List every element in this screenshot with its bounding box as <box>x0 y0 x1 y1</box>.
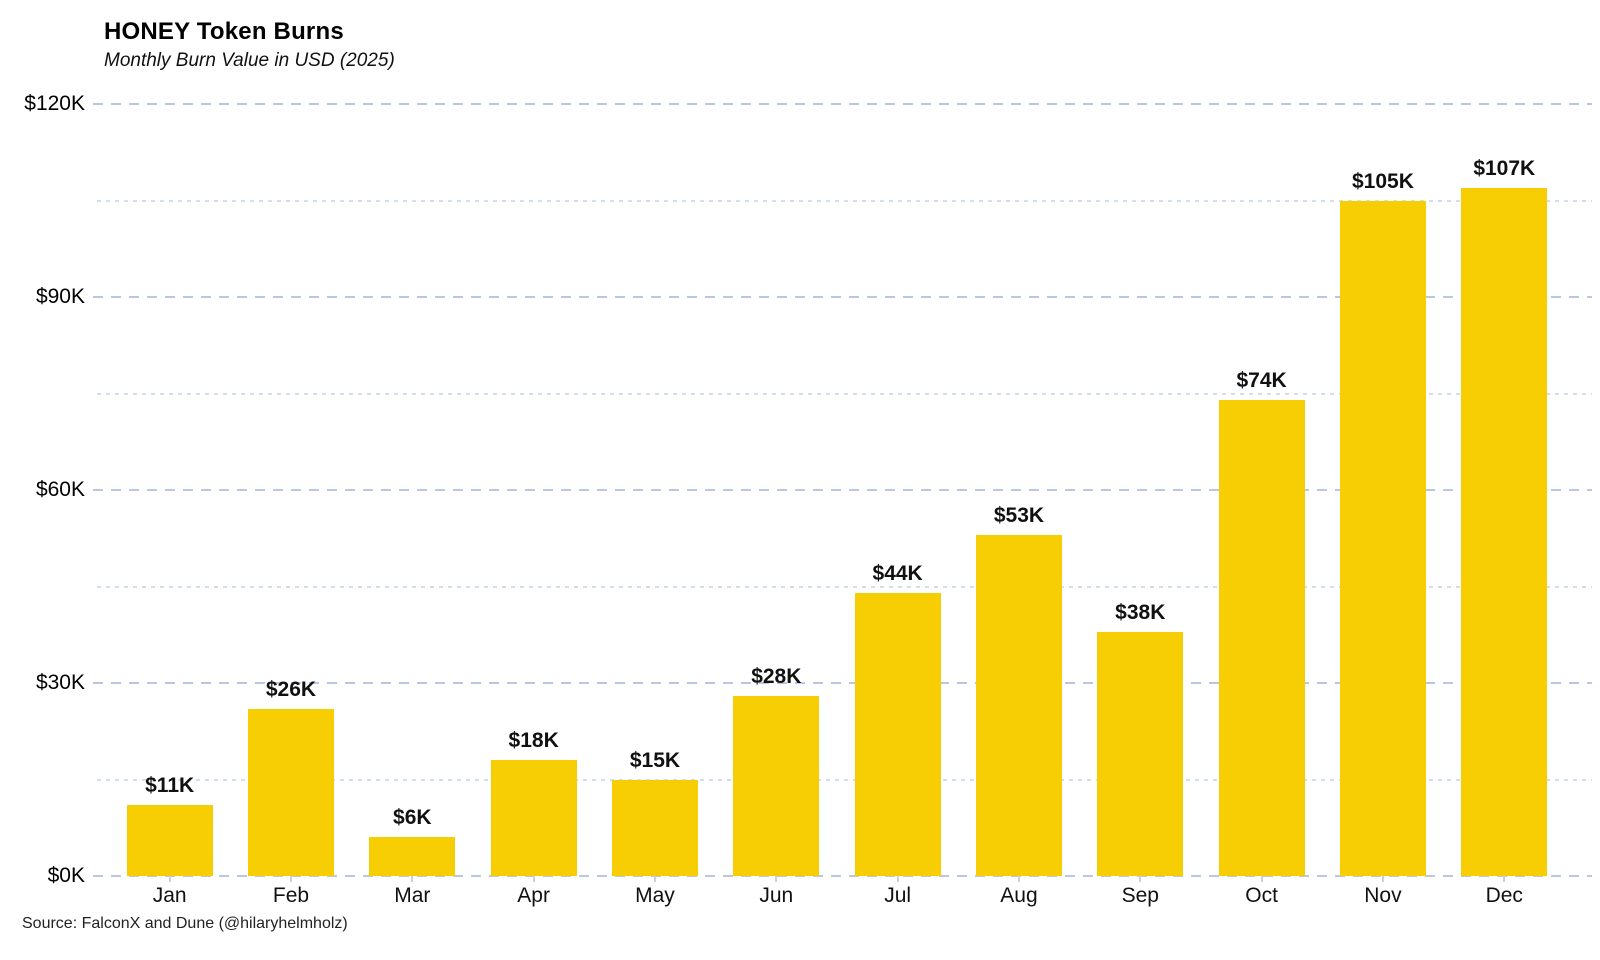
major-gridline <box>93 489 1592 491</box>
major-gridline <box>93 103 1592 105</box>
x-axis-tick <box>1139 876 1142 882</box>
bar-value-label: $28K <box>751 664 802 688</box>
bar <box>126 805 213 876</box>
bar-value-label: $107K <box>1473 156 1536 180</box>
bar-value-label: $44K <box>872 561 923 585</box>
x-axis-tick <box>653 876 656 882</box>
x-axis-label: Apr <box>517 884 550 907</box>
x-axis-tick <box>1017 876 1020 882</box>
bar-slot: $18K Apr <box>473 104 594 907</box>
bars-layer: $11K Jan $26K Feb $6K Mar $18K Apr $15K May $28K Ju… <box>109 104 1565 907</box>
bar <box>1218 399 1305 876</box>
bar <box>1339 200 1426 876</box>
bar <box>611 779 698 876</box>
bar-value-label: $26K <box>265 677 317 701</box>
bar <box>733 695 820 876</box>
bar-slot: $28K Jun <box>716 104 837 907</box>
y-axis-label: $90K <box>35 285 85 308</box>
x-axis-label: Aug <box>1000 884 1038 907</box>
x-axis-tick <box>289 876 292 882</box>
x-axis-tick <box>896 876 899 882</box>
minor-gridline <box>97 392 1592 395</box>
x-axis-label: Nov <box>1364 884 1402 907</box>
x-axis-label: Sep <box>1121 884 1159 907</box>
minor-gridline <box>97 778 1592 781</box>
x-axis-label: Jul <box>884 884 912 907</box>
x-axis-tick <box>1381 876 1384 882</box>
y-axis-label: $120K <box>24 92 85 115</box>
bar-value-label: $38K <box>1115 600 1166 624</box>
bar-slot: $38K Sep <box>1080 104 1201 907</box>
plot-area: $0K $30K $60K $90K $120K $11K Jan $26K Feb $6K Ma… <box>24 92 1592 907</box>
minor-gridline <box>97 199 1592 202</box>
x-axis-label: Feb <box>272 884 310 907</box>
bar <box>1461 187 1548 876</box>
bar-value-label: $74K <box>1236 368 1287 392</box>
x-axis-label: Dec <box>1485 884 1523 907</box>
bar-value-label: $6K <box>393 806 432 830</box>
bar-slot: $74K Oct <box>1201 104 1322 907</box>
bar-slot: $6K Mar <box>352 104 473 907</box>
bar-slot: $11K Jan <box>109 104 230 907</box>
y-axis-label: $60K <box>35 478 85 501</box>
x-axis-tick <box>1503 876 1506 882</box>
chart-header: HONEY Token Burns Monthly Burn Value in … <box>104 17 395 73</box>
bar <box>247 708 334 876</box>
x-axis-tick <box>1260 876 1263 882</box>
major-gridline <box>93 296 1592 298</box>
major-gridline <box>93 682 1592 684</box>
bar <box>975 535 1062 876</box>
chart-title: HONEY Token Burns <box>104 18 344 45</box>
bar-slot: $105K Nov <box>1322 104 1443 907</box>
chart-subtitle: Monthly Burn Value in USD (2025) <box>104 50 395 71</box>
bar <box>369 837 456 876</box>
minor-gridline <box>97 585 1592 588</box>
source-note: Source: FalconX and Dune (@hilaryhelmhol… <box>22 915 348 932</box>
bar-slot: $15K May <box>594 104 715 907</box>
y-axis-label: $0K <box>47 864 85 887</box>
x-axis-tick <box>775 876 778 882</box>
x-axis-label: May <box>635 884 675 907</box>
bar-value-label: $15K <box>629 748 681 772</box>
bar <box>1097 631 1184 876</box>
x-axis-label: Oct <box>1245 884 1278 907</box>
bar <box>854 592 941 876</box>
y-axis-label: $30K <box>35 671 85 694</box>
major-gridline <box>93 875 1592 877</box>
x-axis-label: Jun <box>759 884 794 907</box>
bar-value-label: $53K <box>993 504 1045 528</box>
bar-slot: $44K Jul <box>837 104 958 907</box>
bar-slot: $53K Aug <box>958 104 1079 907</box>
x-axis-label: Jan <box>152 884 187 907</box>
x-axis-label: Mar <box>394 884 431 907</box>
bar-value-label: $105K <box>1351 169 1414 193</box>
x-axis-tick <box>168 876 171 882</box>
x-axis-tick <box>411 876 414 882</box>
bar-slot: $107K Dec <box>1444 104 1565 907</box>
bar-slot: $26K Feb <box>230 104 351 907</box>
bar-value-label: $11K <box>145 774 195 798</box>
x-axis-tick <box>532 876 535 882</box>
bar-value-label: $18K <box>508 729 559 753</box>
bar <box>490 760 577 876</box>
